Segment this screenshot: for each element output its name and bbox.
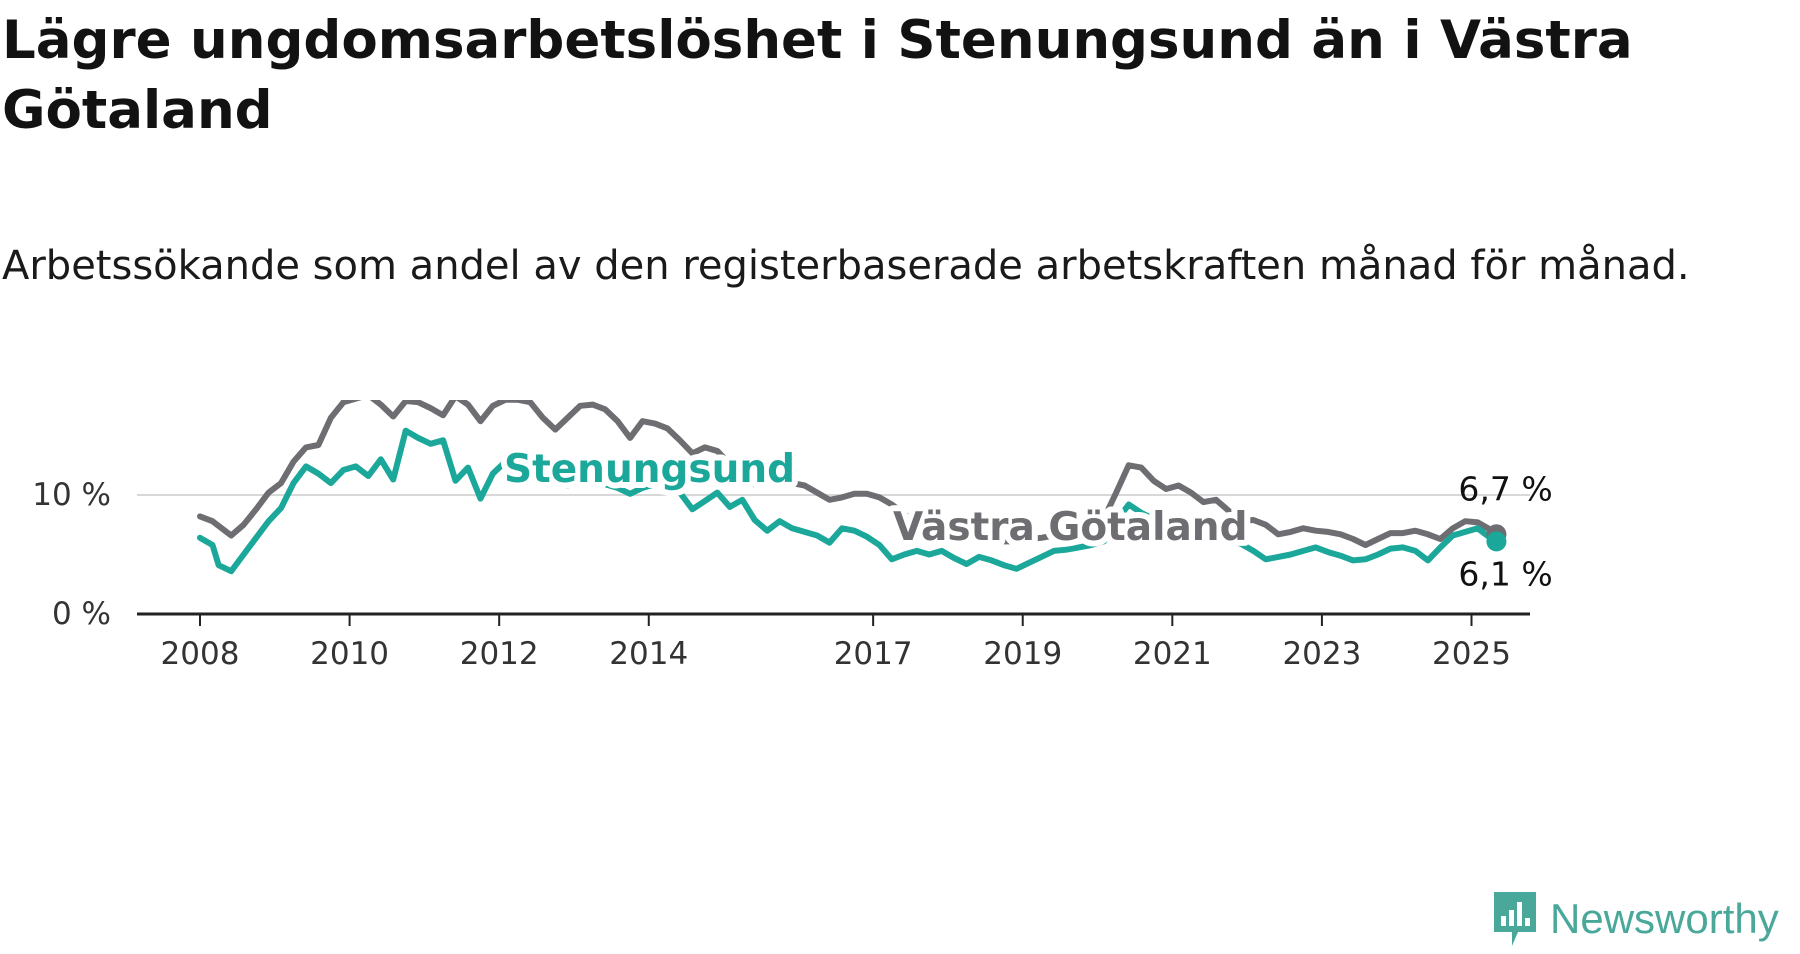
x-tick-label: 2010 bbox=[310, 636, 389, 672]
chart-title: Lägre ungdomsarbetslöshet i Stenungsund … bbox=[2, 10, 1633, 141]
x-tick-label: 2008 bbox=[161, 636, 240, 672]
series-name-label: Västra Götaland bbox=[893, 505, 1248, 550]
x-tick-label: 2014 bbox=[609, 636, 688, 672]
x-tick-label: 2019 bbox=[983, 636, 1062, 672]
x-tick-label: 2012 bbox=[460, 636, 539, 672]
series-name-label: Stenungsund bbox=[504, 447, 795, 492]
series-line-västra-götaland bbox=[197, 400, 1500, 548]
y-tick-label: 0 % bbox=[52, 596, 111, 632]
newsworthy-logo-icon bbox=[1494, 892, 1536, 946]
chart-subtitle: Arbetssökande som andel av den registerb… bbox=[2, 243, 1690, 289]
end-value-label: 6,1 % bbox=[1458, 554, 1552, 593]
y-tick-label: 10 % bbox=[32, 477, 111, 513]
grid-lines bbox=[137, 494, 1530, 496]
end-point-marker bbox=[1486, 531, 1507, 552]
labels: 6,7 % 6,1 % Stenungsund Västra Götaland bbox=[498, 441, 1553, 593]
x-tick-label: 2021 bbox=[1133, 636, 1212, 672]
series-lines bbox=[197, 400, 1507, 575]
x-tick-label: 2025 bbox=[1432, 636, 1511, 672]
x-tick-label: 2017 bbox=[834, 636, 913, 672]
brand-name: Newsworthy bbox=[1550, 895, 1779, 942]
line-chart: 0 %10 %20 %20082010201220142017201920212… bbox=[32, 400, 1553, 672]
series-line-stenungsund bbox=[197, 427, 1500, 575]
x-tick-label: 2023 bbox=[1282, 636, 1361, 672]
axes: 0 %10 %20 %20082010201220142017201920212… bbox=[32, 477, 1530, 672]
end-value-label: 6,7 % bbox=[1458, 469, 1552, 508]
newsworthy-logo: Newsworthy bbox=[1490, 884, 1779, 954]
